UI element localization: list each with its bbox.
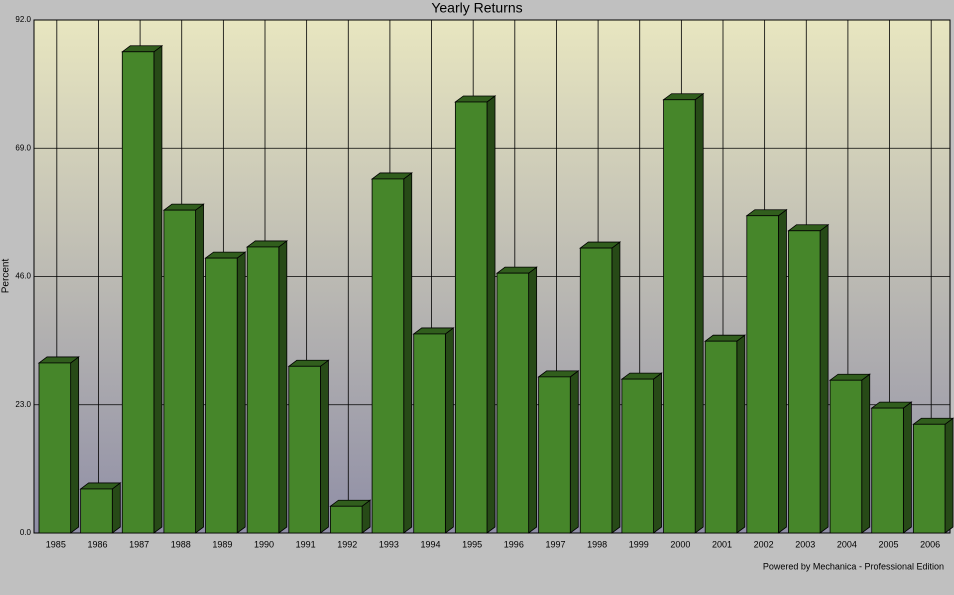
- bar: [537, 370, 580, 534]
- bar: [495, 266, 538, 534]
- bar: [745, 208, 788, 534]
- bar: [287, 359, 330, 534]
- bar: [828, 373, 871, 534]
- bar: [620, 372, 663, 534]
- bar-front: [538, 376, 571, 534]
- bar-side: [70, 356, 80, 534]
- bar-front: [496, 272, 530, 534]
- bar-front: [871, 407, 904, 534]
- x-tick-label: 1994: [421, 539, 441, 549]
- y-tick-label: 23.0: [15, 400, 31, 409]
- x-tick-label: 2003: [795, 539, 815, 549]
- y-tick-label: 92.0: [15, 15, 31, 24]
- x-tick-label: 1997: [545, 539, 565, 549]
- bar-front: [912, 423, 946, 534]
- bar: [579, 241, 622, 534]
- bar-front: [288, 365, 321, 534]
- bar-side: [569, 370, 579, 534]
- bar-front: [330, 505, 363, 534]
- x-tick-label: 1991: [296, 539, 316, 549]
- bar-side: [778, 208, 787, 534]
- x-tick-label: 1999: [629, 539, 649, 549]
- y-axis-label: Percent: [1, 259, 12, 294]
- bar: [787, 223, 830, 534]
- x-tick-label: 1993: [379, 539, 399, 549]
- x-tick-label: 1995: [462, 539, 482, 549]
- bar: [204, 251, 247, 534]
- footer: Powered by Mechanica - Professional Edit…: [763, 561, 944, 571]
- bar: [162, 203, 205, 534]
- bar-front: [38, 362, 72, 534]
- bar-side: [111, 482, 121, 534]
- bar-front: [788, 230, 821, 534]
- x-tick-label: 1998: [587, 539, 607, 549]
- bar-front: [621, 378, 654, 534]
- bar-front: [163, 209, 196, 534]
- x-tick-label: 1986: [87, 539, 107, 549]
- bar-side: [403, 172, 413, 534]
- bar-front: [829, 379, 863, 534]
- x-tick-label: 2001: [712, 539, 732, 549]
- bar-front: [746, 215, 779, 534]
- x-tick-label: 2004: [837, 539, 857, 549]
- bar-side: [861, 373, 871, 534]
- x-tick-label: 1985: [46, 539, 66, 549]
- bar: [870, 401, 913, 534]
- bar-side: [736, 334, 746, 534]
- x-tick-label: 1996: [504, 539, 524, 549]
- bar-side: [486, 95, 496, 534]
- bar-front: [454, 101, 488, 534]
- y-tick-label: 69.0: [15, 143, 31, 152]
- bar-side: [528, 266, 538, 534]
- bar-side: [278, 240, 288, 534]
- bar-side: [694, 92, 704, 534]
- bar: [245, 240, 289, 534]
- bar: [412, 327, 455, 534]
- bar: [662, 92, 705, 534]
- x-tick-label: 2005: [879, 539, 899, 549]
- bar-side: [320, 359, 329, 534]
- bar: [703, 334, 747, 534]
- bar-front: [704, 340, 738, 534]
- x-tick-label: 2006: [920, 539, 940, 549]
- bar: [370, 172, 413, 534]
- x-tick-label: 1990: [254, 539, 274, 549]
- bar-side: [444, 327, 454, 534]
- bar-side: [611, 241, 621, 534]
- bar-side: [153, 44, 163, 534]
- bar-front: [121, 51, 155, 534]
- bar: [912, 417, 954, 534]
- bar: [329, 499, 372, 534]
- bar-side: [653, 372, 662, 534]
- chart-title: Yearly Returns: [431, 0, 522, 16]
- bar-front: [413, 333, 446, 534]
- y-tick-label: 46.0: [15, 272, 31, 281]
- bar-side: [944, 417, 954, 534]
- x-tick-label: 1987: [129, 539, 149, 549]
- bar-side: [236, 251, 246, 534]
- x-tick-label: 1989: [212, 539, 232, 549]
- bar-side: [902, 401, 912, 534]
- y-tick-label: 0.0: [20, 528, 32, 537]
- bar-front: [663, 99, 696, 534]
- bar-front: [371, 178, 405, 534]
- x-tick-label: 1992: [337, 539, 357, 549]
- x-tick-label: 2002: [754, 539, 774, 549]
- bar-front: [80, 488, 113, 534]
- bar-side: [819, 223, 829, 534]
- bar: [79, 482, 122, 534]
- bar: [37, 356, 80, 534]
- x-tick-label: 1988: [171, 539, 191, 549]
- bar-front: [246, 246, 280, 534]
- bar-front: [205, 257, 238, 534]
- x-tick-label: 2000: [670, 539, 690, 549]
- bar: [454, 95, 497, 534]
- bar-front: [579, 247, 613, 534]
- bar-side: [195, 203, 204, 534]
- bar: [121, 44, 164, 534]
